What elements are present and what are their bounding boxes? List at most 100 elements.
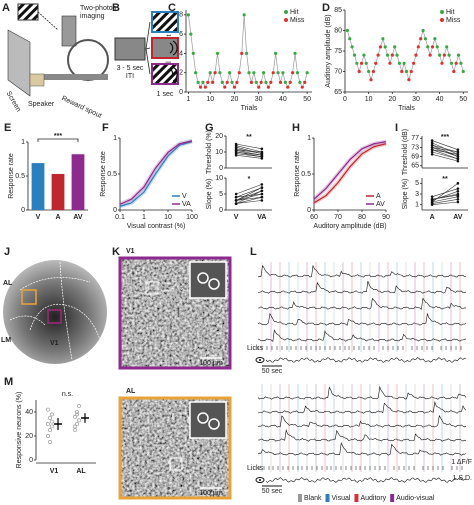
legend-label: Hit bbox=[290, 9, 299, 16]
trial-point bbox=[276, 71, 280, 75]
time-label: 50 sec bbox=[262, 488, 283, 495]
trial-point bbox=[390, 53, 394, 57]
trial-point bbox=[206, 80, 210, 84]
trial-point bbox=[421, 28, 425, 33]
pair-line bbox=[236, 146, 262, 154]
pair-point bbox=[456, 190, 460, 193]
stim-box bbox=[151, 37, 179, 59]
pair-line bbox=[235, 187, 263, 201]
trial-point bbox=[385, 53, 390, 57]
panel-label: E bbox=[4, 122, 11, 134]
x-tick-label: 40 bbox=[279, 96, 287, 103]
x-tick-label: AV bbox=[453, 214, 463, 221]
x-tick-label: 100 bbox=[186, 214, 198, 221]
y-tick-label: 4 bbox=[179, 50, 183, 57]
pair-point bbox=[260, 189, 264, 193]
pair-line bbox=[236, 187, 262, 198]
x-axis-label: Visual contrast (%) bbox=[127, 223, 186, 230]
curve bbox=[313, 143, 387, 204]
inset-stripes bbox=[17, 3, 39, 21]
calcium-trace bbox=[257, 429, 467, 442]
y-tick-label: 0 bbox=[21, 207, 25, 214]
trial-point bbox=[435, 45, 439, 49]
pair-line bbox=[236, 200, 262, 204]
trial-point bbox=[350, 45, 354, 49]
bar bbox=[31, 163, 45, 210]
trial-point bbox=[201, 80, 205, 84]
pair-point bbox=[456, 193, 460, 197]
b-text: ITI bbox=[126, 73, 134, 80]
y-tick-label: 85 bbox=[334, 7, 342, 14]
calcium-trace bbox=[257, 297, 467, 310]
pair-line bbox=[432, 153, 458, 162]
pair-line bbox=[432, 151, 458, 160]
microscope bbox=[61, 15, 77, 47]
bar bbox=[71, 154, 85, 210]
x-tick-label: 90 bbox=[382, 214, 390, 221]
x-tick-label: 70 bbox=[334, 214, 342, 221]
trial-point bbox=[357, 69, 361, 74]
trial-point bbox=[208, 71, 212, 75]
legend-marker bbox=[440, 18, 444, 22]
y-axis-label: Auditory amplitude (dB) bbox=[325, 14, 332, 87]
y-axis-label: Response rate bbox=[8, 153, 15, 199]
x-tick-label: 10 bbox=[206, 96, 214, 103]
pair-line bbox=[236, 143, 262, 150]
trial-point bbox=[359, 61, 364, 65]
x-tick-label: 60 bbox=[310, 214, 318, 221]
x-axis-label: Trials bbox=[398, 105, 415, 112]
curve bbox=[119, 141, 193, 207]
pair-line bbox=[432, 201, 458, 205]
trial-point bbox=[249, 80, 254, 84]
panel-label: L bbox=[250, 246, 257, 258]
pair-point bbox=[260, 150, 264, 154]
pair-line bbox=[235, 190, 263, 204]
pair-point bbox=[234, 202, 238, 205]
pair-point bbox=[234, 199, 238, 202]
trial-point bbox=[232, 85, 237, 89]
roi-al bbox=[21, 289, 37, 305]
pair-point bbox=[456, 157, 460, 161]
pair-point bbox=[260, 195, 264, 199]
x-tick-label: 20 bbox=[231, 96, 239, 103]
pair-point bbox=[430, 150, 434, 154]
eye-icon bbox=[255, 477, 265, 483]
trial-point bbox=[223, 85, 227, 89]
panel-label: D bbox=[322, 2, 330, 14]
x-tick-label: 50 bbox=[303, 96, 311, 103]
trial-point bbox=[230, 80, 234, 84]
trial-point bbox=[235, 80, 239, 84]
trial-point bbox=[395, 53, 399, 57]
trial-point bbox=[442, 53, 446, 57]
sig-bracket bbox=[37, 138, 79, 142]
dot bbox=[46, 407, 50, 412]
x-tick-label: AL bbox=[76, 468, 86, 475]
trial-point bbox=[186, 13, 191, 17]
pair-point bbox=[430, 200, 434, 204]
trial-point bbox=[286, 85, 290, 89]
setup-label: imaging bbox=[80, 13, 105, 20]
area-border bbox=[19, 277, 91, 291]
legend-label: Miss bbox=[290, 17, 305, 24]
y-tick-label: 3 bbox=[415, 191, 419, 198]
dot bbox=[77, 418, 81, 423]
trial-point bbox=[271, 71, 275, 75]
calcium-trace bbox=[257, 414, 467, 428]
setup-label: Two-photon bbox=[80, 5, 117, 12]
trial-point bbox=[383, 45, 387, 49]
trial-point bbox=[244, 51, 249, 56]
pair-line bbox=[236, 150, 262, 153]
trial-point bbox=[428, 53, 432, 57]
panel-label: F bbox=[102, 122, 109, 134]
y-tick-label: 1 bbox=[21, 139, 25, 146]
cell bbox=[197, 412, 209, 424]
trial-point bbox=[264, 80, 268, 84]
arrow bbox=[145, 48, 151, 75]
cell bbox=[197, 272, 209, 284]
trial-point bbox=[203, 85, 207, 89]
pair-point bbox=[234, 192, 238, 196]
legend-label: Auditory bbox=[360, 495, 386, 502]
area-label: V1 bbox=[50, 340, 59, 347]
pair-point bbox=[430, 203, 434, 206]
image-border bbox=[118, 256, 232, 370]
